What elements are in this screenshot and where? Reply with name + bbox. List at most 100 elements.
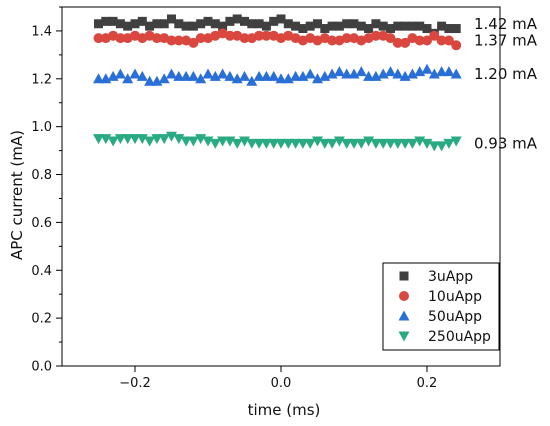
data-point [144,75,156,86]
x-tick-label: 0.0 [271,376,292,391]
data-point [326,138,338,149]
data-point [115,19,125,29]
data-point [210,19,220,29]
data-point [443,138,455,149]
data-point [370,138,382,149]
data-point [341,68,353,79]
data-point [304,68,316,79]
data-point [114,68,126,79]
legend-label: 250uApp [428,329,491,345]
data-point [313,19,322,29]
data-point [414,35,425,46]
data-point [209,138,221,149]
data-point [429,30,440,41]
data-point [422,24,432,34]
plot-area [61,6,501,367]
data-point [451,40,462,51]
x-tick-label: 0.2 [417,376,438,391]
value-annotation: 1.42 mA [474,15,538,33]
y-tick-label: 0.2 [31,312,52,327]
data-point [268,70,280,81]
data-point [304,138,316,149]
data-point [342,19,352,29]
legend-label: 50uApp [428,309,482,325]
x-tick-label: −0.2 [119,376,151,391]
data-point [152,19,162,29]
data-point [392,37,403,48]
data-point [320,24,330,34]
data-point [341,33,352,44]
data-point [246,75,258,86]
data-point [319,138,331,149]
data-point [400,37,411,48]
data-point [348,138,360,149]
data-point [129,134,141,145]
data-point [188,37,199,48]
data-point [253,70,265,81]
data-point [217,68,229,79]
data-point [436,141,448,152]
data-point [123,21,133,31]
y-tick-label: 1.2 [31,72,52,87]
data-point [282,138,294,149]
data-point [217,136,229,147]
data-point [94,19,103,29]
data-point [260,138,272,149]
y-tick-label: 1.4 [31,24,52,39]
data-point [203,16,213,26]
data-point [232,14,242,24]
data-point [298,24,308,34]
y-tick-label: 0.8 [31,168,52,183]
data-point [122,134,134,145]
data-point [407,21,417,31]
x-axis: −0.2 0.0 0.2 [119,366,437,391]
data-point [364,24,374,34]
data-point [261,30,272,41]
data-point [195,33,206,44]
value-annotation: 0.93 mA [474,134,538,152]
data-point [275,73,287,84]
data-point [290,70,302,81]
data-point [392,138,404,149]
value-annotation: 1.37 mA [474,32,538,50]
data-point [246,138,258,149]
data-point [349,19,359,29]
y-tick-label: 0.0 [31,360,52,375]
series-3uApp [94,14,461,38]
data-point [145,21,155,31]
data-point [444,24,454,34]
y-axis-title: APC current (mA) [8,130,26,260]
data-point [114,134,126,145]
data-point [437,21,447,31]
legend: 3uApp 10uApp 50uApp 250uApp [382,262,500,351]
data-point [130,19,140,29]
data-point [122,73,134,84]
series-10uApp [93,28,462,51]
data-point [385,138,396,149]
data-point [202,68,214,79]
legend-items: 3uApp 10uApp 50uApp 250uApp [398,269,491,345]
y-tick-label: 1.0 [31,120,52,135]
legend-label: 3uApp [428,269,473,285]
y-axis: 0.0 0.2 0.4 0.6 0.8 1.0 1.2 1.4 [31,6,62,375]
data-point [180,70,192,81]
data-point [269,16,279,26]
data-point [188,21,198,31]
data-point [283,19,293,29]
data-point [253,138,265,149]
data-point [137,16,147,26]
data-point [115,33,126,44]
data-point [129,68,141,79]
data-point [218,21,228,31]
series-50uApp [93,63,462,86]
data-point [450,68,462,79]
data-point [158,73,170,84]
data-point [385,33,396,44]
data-point [196,19,206,29]
data-point [187,70,199,81]
data-point [151,33,162,44]
data-point [276,14,286,24]
data-point [370,30,381,41]
data-point [422,35,432,46]
data-point [363,70,375,81]
